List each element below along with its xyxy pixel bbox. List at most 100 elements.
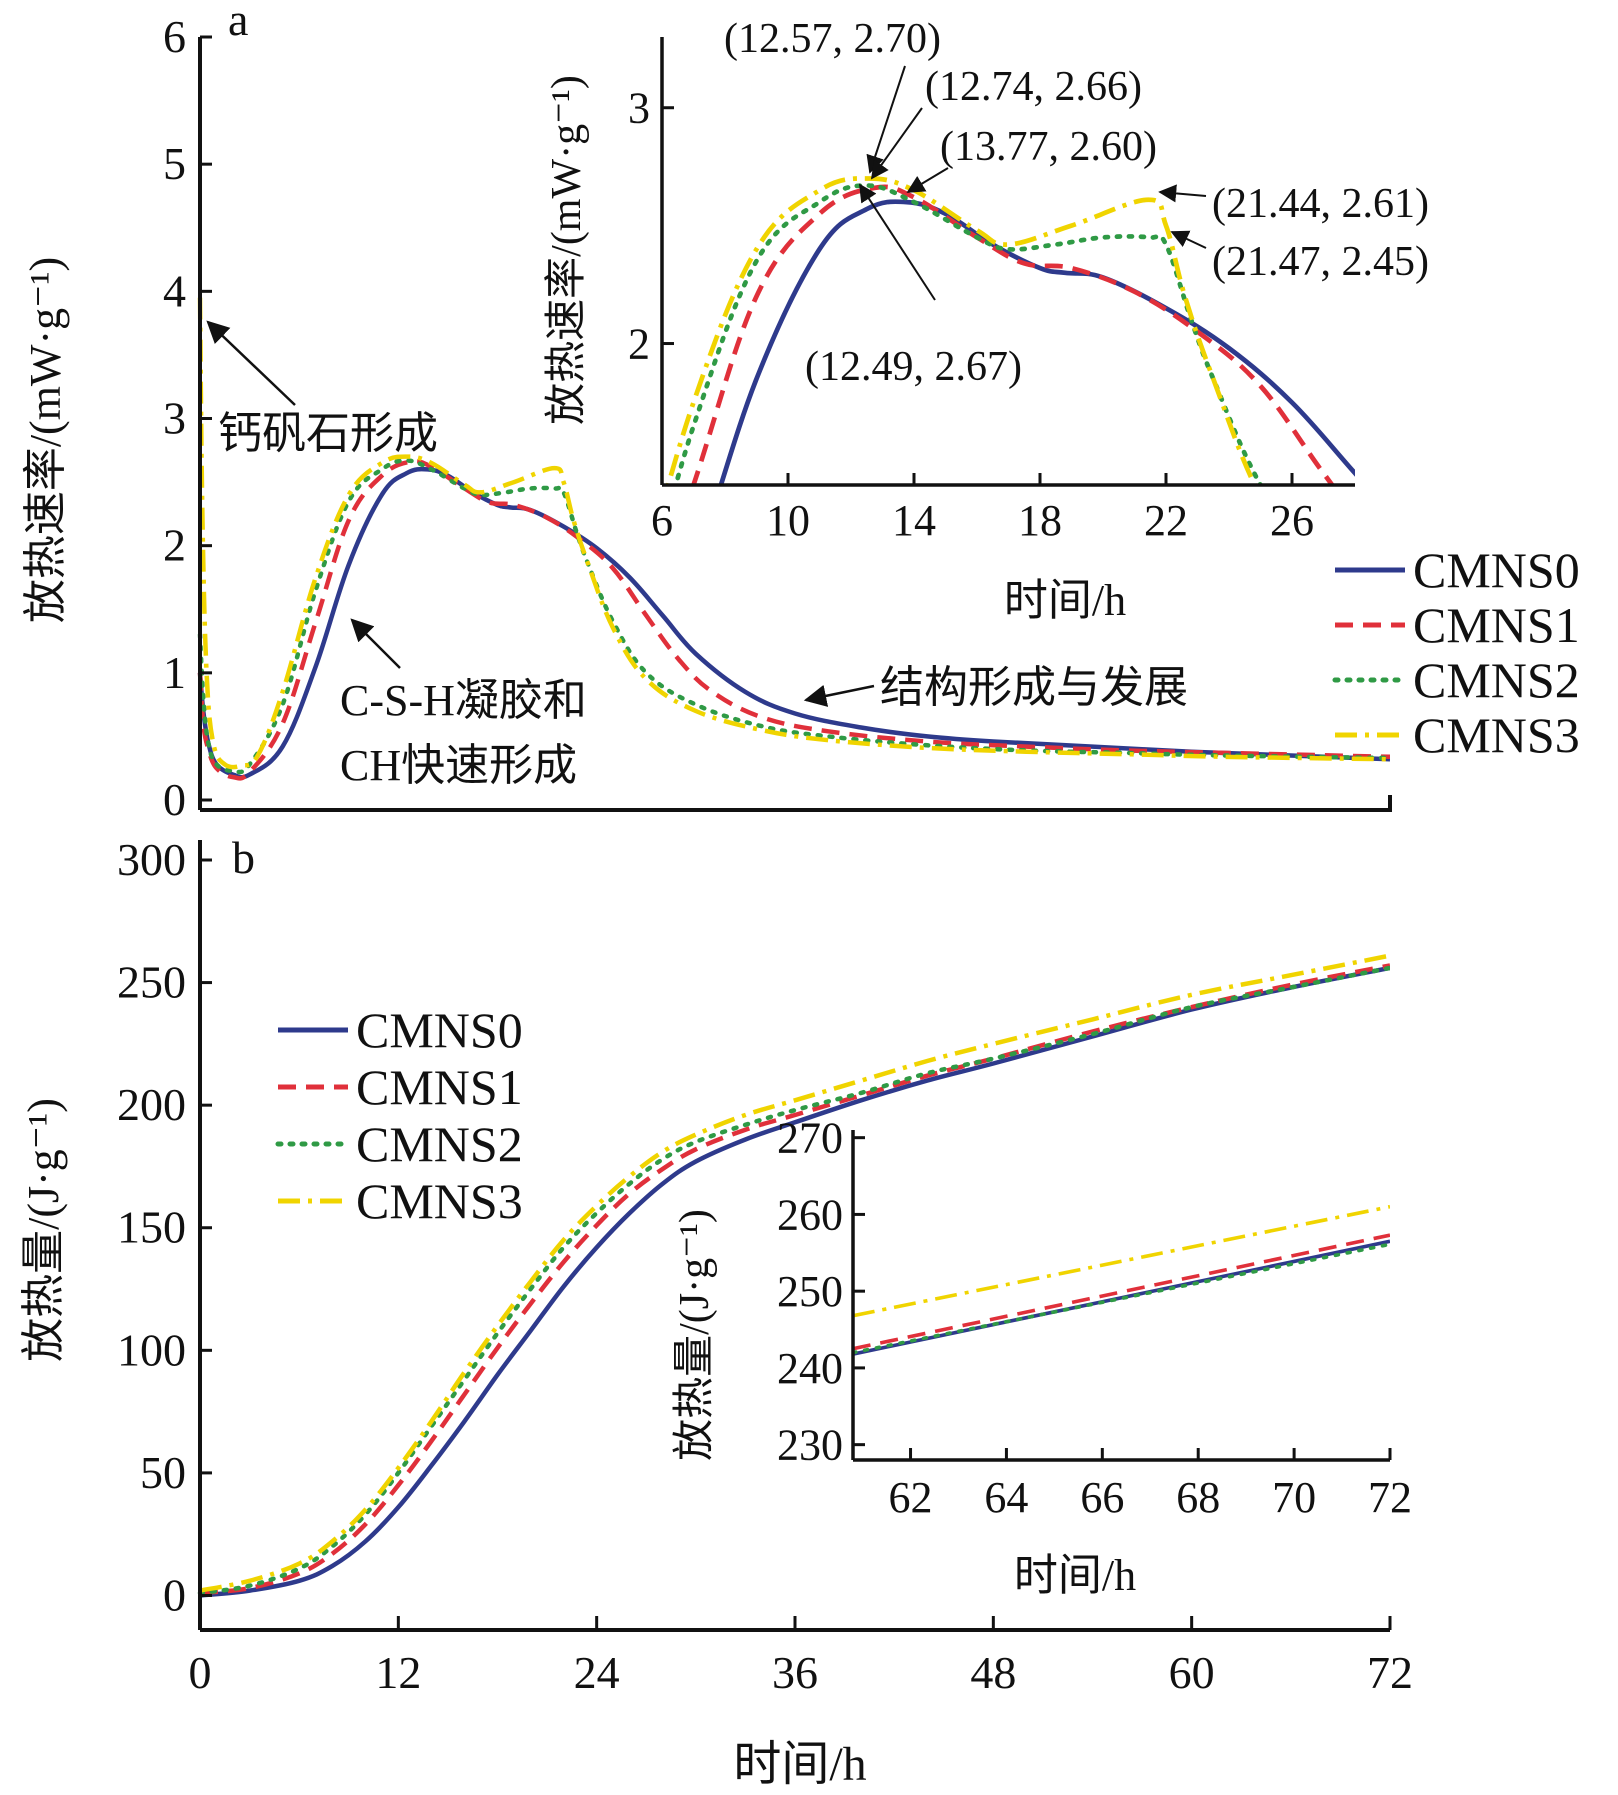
inset-b-ticks: 230 240 250 260 270 62 64 66 68 70 72 xyxy=(777,1114,1412,1522)
inset-a-xtick-label: 18 xyxy=(1018,496,1062,545)
inset-b-xtick-label: 62 xyxy=(889,1473,933,1522)
inset-b-ytick-label: 250 xyxy=(777,1267,843,1316)
panel-b-series-cmns3 xyxy=(199,953,1390,1593)
panel-a-ytick-label: 4 xyxy=(163,265,186,316)
inset-b-series-cmns0 xyxy=(853,1239,1390,1356)
inset-b-ytick-label: 230 xyxy=(777,1421,843,1470)
inset-a-ytick-label: 3 xyxy=(628,84,650,133)
panel-b-xtick-label: 12 xyxy=(375,1647,421,1698)
inset-b-ytick-label: 260 xyxy=(777,1190,843,1239)
arrow-21-44 xyxy=(1158,184,1207,203)
inset-a-series-lines xyxy=(665,176,1355,485)
panel-b-x-axis-label: 时间/h xyxy=(733,1738,866,1791)
panel-b-ytick-label: 200 xyxy=(117,1079,186,1130)
inset-b-series-lines xyxy=(853,1204,1390,1356)
panel-a-series-lines xyxy=(197,297,1390,781)
annotation-12-57: (12.57, 2.70) xyxy=(724,16,941,62)
panel-a-series-cmns0 xyxy=(197,466,1390,780)
inset-b-series-cmns2 xyxy=(853,1242,1390,1355)
arrow-21-47 xyxy=(1170,230,1207,249)
inset-b-y-axis-label: 放热量/(J·g⁻¹) xyxy=(672,1209,718,1461)
panel-a-ytick-label: 2 xyxy=(163,520,186,571)
inset-a-y-axis-label: 放热速率/(mW·g⁻¹) xyxy=(543,75,590,425)
inset-a-x-axis-label: 时间/h xyxy=(1004,576,1126,625)
panel-a-series-cmns3 xyxy=(197,297,1390,770)
panel-a-legend-label-cmns1: CMNS1 xyxy=(1413,597,1580,653)
annotation-21-47: (21.47, 2.45) xyxy=(1212,239,1429,285)
inset-a-series-cmns1 xyxy=(691,184,1336,485)
panel-b-ytick-label: 50 xyxy=(140,1447,186,1498)
panel-b-inset: 230 240 250 260 270 62 64 66 68 70 72 时间/h 放热量/(J·… xyxy=(672,1114,1412,1600)
inset-b-xtick-label: 66 xyxy=(1080,1473,1124,1522)
inset-b-xtick-label: 70 xyxy=(1272,1473,1316,1522)
annotation-12-49: (12.49, 2.67) xyxy=(805,344,1022,390)
panel-b-ticks: 0 50 100 150 200 250 300 0 12 24 36 48 60 72 xyxy=(117,834,1413,1698)
inset-a-background xyxy=(662,37,1355,485)
panel-b-xtick-label: 36 xyxy=(772,1647,818,1698)
panel-b-legend-label-cmns2: CMNS2 xyxy=(356,1116,523,1172)
panel-b-legend-label-cmns1: CMNS1 xyxy=(356,1059,523,1115)
annotation-structure: 结构形成与发展 xyxy=(880,663,1188,712)
inset-b-series-cmns3 xyxy=(853,1204,1390,1318)
panel-b-legend-label-cmns0: CMNS0 xyxy=(356,1002,523,1058)
annotation-12-74: (12.74, 2.66) xyxy=(925,64,1142,110)
inset-b-ytick-label: 270 xyxy=(777,1114,843,1163)
arrow-csh xyxy=(350,618,401,669)
inset-b-x-axis-label: 时间/h xyxy=(1014,1551,1136,1600)
panel-b-y-axis-label: 放热量/(J·g⁻¹) xyxy=(19,1098,68,1362)
panel-a-legend-label-cmns3: CMNS3 xyxy=(1413,707,1580,763)
panel-b-ytick-label: 150 xyxy=(117,1202,186,1253)
panel-b-series-cmns2 xyxy=(197,965,1390,1596)
annotation-13-77: (13.77, 2.60) xyxy=(940,124,1157,170)
panel-a-ytick-label: 5 xyxy=(163,138,186,189)
panel-b-ytick-label: 0 xyxy=(163,1569,186,1620)
panel-a-y-axis-label: 放热速率/(mW·g⁻¹) xyxy=(21,257,70,623)
inset-b-ytick-label: 240 xyxy=(777,1344,843,1393)
annotation-21-44: (21.44, 2.61) xyxy=(1212,181,1429,227)
arrow-ettringite xyxy=(206,320,296,406)
panel-a-legend-label-cmns0: CMNS0 xyxy=(1413,542,1580,598)
arrow-13-77 xyxy=(906,167,949,193)
panel-a-series-cmns2 xyxy=(197,458,1390,775)
panel-a-series-cmns1 xyxy=(197,458,1390,781)
inset-a-xtick-label: 14 xyxy=(892,496,936,545)
panel-b-ytick-label: 250 xyxy=(117,957,186,1008)
annotation-ettringite: 钙矾石形成 xyxy=(218,409,438,458)
inset-a-xtick-label: 10 xyxy=(766,496,810,545)
arrow-12-57 xyxy=(866,65,906,174)
panel-b-xtick-label: 72 xyxy=(1367,1647,1413,1698)
panel-b-series-cmns0 xyxy=(199,965,1390,1598)
panel-b-series-lines xyxy=(197,953,1390,1598)
inset-b-series-cmns1 xyxy=(853,1233,1390,1351)
inset-a-xtick-label: 6 xyxy=(651,496,673,545)
panel-a-ytick-label: 1 xyxy=(163,647,186,698)
panel-a-ytick-label: 3 xyxy=(163,393,186,444)
panel-b-ytick-label: 300 xyxy=(117,834,186,885)
inset-b-xtick-label: 68 xyxy=(1176,1473,1220,1522)
panel-a-heat-flow: 0 1 2 3 4 5 6 a 放热速率/(mW·g⁻¹) 钙矾石形成 C-S-H凝胶和 C… xyxy=(21,0,1580,825)
panel-a-inset: 2 3 6 10 14 18 22 26 时间/h 放热速率/(mW·g⁻¹) (12.57,… xyxy=(543,16,1429,625)
panel-b-xtick-label: 24 xyxy=(574,1647,620,1698)
arrow-12-49 xyxy=(859,183,936,301)
panel-b-cumulative-heat: 0 50 100 150 200 250 300 0 12 24 36 48 60 72 b 时间/h 放… xyxy=(19,832,1413,1791)
annotation-csh-line1: C-S-H凝胶和 xyxy=(340,676,587,725)
annotation-csh-line2: CH快速形成 xyxy=(340,741,577,790)
arrow-structure xyxy=(803,684,875,707)
panel-a-ytick-label: 0 xyxy=(163,774,186,825)
panel-b-xtick-label: 48 xyxy=(970,1647,1016,1698)
panel-b-label: b xyxy=(232,832,255,883)
panel-a-legend-label-cmns2: CMNS2 xyxy=(1413,652,1580,708)
inset-a-ticks: 2 3 6 10 14 18 22 26 xyxy=(628,84,1314,545)
panel-b-xtick-label: 0 xyxy=(189,1647,212,1698)
inset-a-series-cmns3 xyxy=(665,176,1258,485)
panel-b-series-cmns1 xyxy=(199,963,1390,1596)
panel-b-xtick-label: 60 xyxy=(1169,1647,1215,1698)
arrow-12-74 xyxy=(870,107,923,180)
inset-a-xtick-label: 22 xyxy=(1144,496,1188,545)
inset-b-xtick-label: 64 xyxy=(984,1473,1028,1522)
panel-b-ytick-label: 100 xyxy=(117,1324,186,1375)
panel-a-ytick-label: 6 xyxy=(163,11,186,62)
